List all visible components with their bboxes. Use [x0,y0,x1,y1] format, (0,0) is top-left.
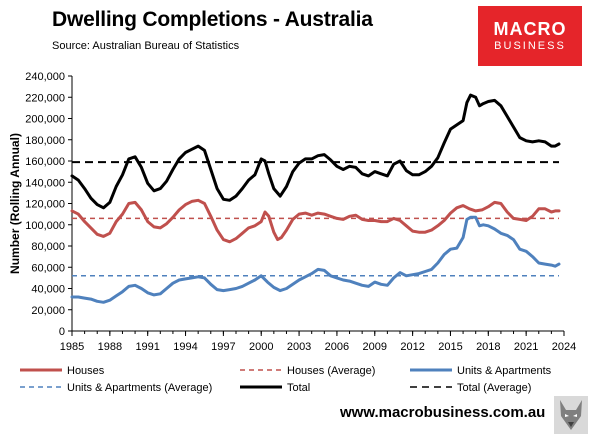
logo-line1: MACRO [493,19,567,39]
x-tick-label: 2024 [552,341,576,353]
x-tick-label: 1988 [98,341,122,353]
chart-axes: 0 20,000 40,000 60,000 80,000 100,000 120,000 1… [8,71,576,353]
x-tick-label: 2021 [514,341,538,353]
y-axis-label: Number (Rolling Annual) [8,133,22,274]
y-tick-label: 120,000 [25,199,65,211]
x-tick-label: 1994 [173,341,197,353]
y-tick-label: 100,000 [25,220,65,232]
legend-label-units-apartments-average: Units & Apartments (Average) [67,382,212,394]
legend-label-houses: Houses [67,365,105,377]
legend-label-total-average: Total (Average) [457,382,531,394]
y-tick-label: 200,000 [25,114,65,126]
y-tick-label: 240,000 [25,71,65,83]
legend-label-total: Total [287,382,310,394]
y-tick-label: 20,000 [31,305,65,317]
y-tick-label: 0 [59,326,65,338]
y-tick-label: 80,000 [31,241,65,253]
wolf-logo-icon [554,396,588,434]
x-tick-label: 1997 [211,341,235,353]
x-tick-label: 2015 [438,341,462,353]
series-line-units-apartments [70,215,561,304]
website-label: www.macrobusiness.com.au [340,404,546,421]
series-line-houses [70,198,561,244]
y-tick-label: 160,000 [25,156,65,168]
x-tick-label: 1991 [135,341,159,353]
y-tick-label: 220,000 [25,92,65,104]
x-tick-label: 2006 [325,341,349,353]
legend-label-units-apartments: Units & Apartments [457,365,552,377]
chart-subtitle: Source: Australian Bureau of Statistics [52,40,240,52]
y-tick-label: 180,000 [25,135,65,147]
logo-line2: BUSINESS [494,40,566,52]
macrobusiness-logo: MACRO BUSINESS [478,6,582,66]
x-tick-label: 2003 [287,341,311,353]
x-tick-label: 2000 [249,341,273,353]
y-tick-label: 140,000 [25,177,65,189]
x-tick-label: 2012 [400,341,424,353]
legend-label-houses-average: Houses (Average) [287,365,375,377]
x-tick-label: 1985 [60,341,84,353]
x-tick-label: 2018 [476,341,500,353]
series-lines [70,93,561,304]
series-line-total [70,93,561,210]
chart-title: Dwelling Completions - Australia [52,8,373,31]
chart-legend: Houses Houses (Average) Units & Apartments… [20,365,552,394]
x-tick-label: 2009 [363,341,387,353]
y-tick-label: 60,000 [31,262,65,274]
y-tick-label: 40,000 [31,284,65,296]
